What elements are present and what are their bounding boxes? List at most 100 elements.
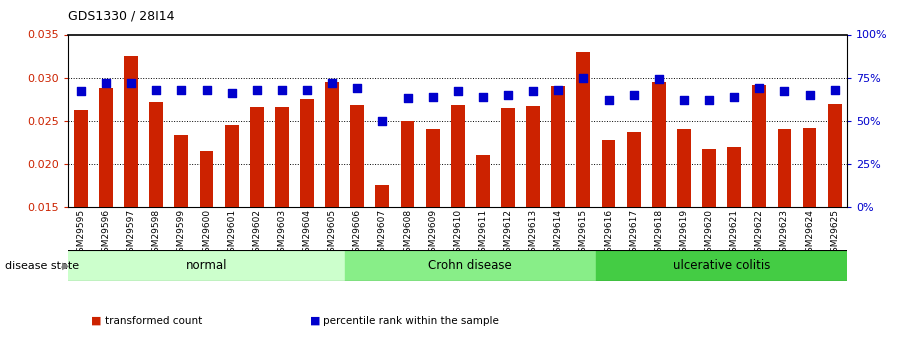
Text: GSM29612: GSM29612 <box>504 209 513 258</box>
Point <box>501 92 516 98</box>
Point <box>651 77 666 82</box>
Bar <box>275 107 289 207</box>
Bar <box>375 186 389 207</box>
Bar <box>425 129 440 207</box>
Text: GSM29617: GSM29617 <box>630 209 639 258</box>
Point <box>274 87 289 92</box>
Bar <box>652 82 666 207</box>
Point <box>777 89 792 94</box>
Point <box>601 97 616 103</box>
Text: GSM29619: GSM29619 <box>680 209 689 258</box>
Bar <box>250 107 263 207</box>
Point <box>576 75 590 80</box>
Text: GSM29595: GSM29595 <box>77 209 86 258</box>
Bar <box>99 88 113 207</box>
Text: GSM29607: GSM29607 <box>378 209 387 258</box>
Text: GSM29603: GSM29603 <box>277 209 286 258</box>
Bar <box>596 250 847 281</box>
Text: GSM29623: GSM29623 <box>780 209 789 258</box>
Bar <box>777 129 792 207</box>
Point <box>701 97 716 103</box>
Text: GSM29597: GSM29597 <box>127 209 136 258</box>
Text: transformed count: transformed count <box>105 316 202 326</box>
Bar <box>476 155 490 207</box>
Text: ▶: ▶ <box>62 261 69 270</box>
Bar <box>451 105 465 207</box>
Point <box>752 85 766 91</box>
Text: GSM29605: GSM29605 <box>328 209 337 258</box>
Text: ■: ■ <box>91 316 102 326</box>
Point <box>375 118 390 124</box>
Bar <box>200 151 213 207</box>
Bar <box>752 85 766 207</box>
Text: GSM29598: GSM29598 <box>152 209 160 258</box>
Point <box>551 87 566 92</box>
Bar <box>175 135 189 207</box>
Text: GSM29606: GSM29606 <box>353 209 362 258</box>
Text: GSM29604: GSM29604 <box>302 209 312 258</box>
Bar <box>677 129 691 207</box>
Text: GSM29613: GSM29613 <box>528 209 537 258</box>
Text: GDS1330 / 28I14: GDS1330 / 28I14 <box>68 9 175 22</box>
Text: GSM29622: GSM29622 <box>755 209 763 258</box>
Text: normal: normal <box>186 259 227 272</box>
Point <box>803 92 817 98</box>
Point <box>224 90 239 96</box>
Bar <box>401 121 415 207</box>
Text: GSM29611: GSM29611 <box>478 209 487 258</box>
Text: GSM29616: GSM29616 <box>604 209 613 258</box>
Point <box>526 89 540 94</box>
Point <box>476 94 490 99</box>
Point <box>677 97 691 103</box>
Point <box>450 89 465 94</box>
Point <box>200 87 214 92</box>
Point <box>350 85 364 91</box>
Text: GSM29621: GSM29621 <box>730 209 739 258</box>
Point <box>149 87 164 92</box>
Text: disease state: disease state <box>5 261 78 270</box>
Bar <box>627 132 640 207</box>
Bar <box>325 82 339 207</box>
Bar <box>351 105 364 207</box>
Text: GSM29600: GSM29600 <box>202 209 211 258</box>
Text: GSM29618: GSM29618 <box>654 209 663 258</box>
Bar <box>803 128 816 207</box>
Bar <box>149 102 163 207</box>
Text: Crohn disease: Crohn disease <box>428 259 512 272</box>
Text: GSM29615: GSM29615 <box>578 209 588 258</box>
Bar <box>74 110 87 207</box>
Point <box>250 87 264 92</box>
Bar <box>577 52 590 207</box>
Text: ■: ■ <box>310 316 321 326</box>
Bar <box>601 140 616 207</box>
Bar <box>551 86 565 207</box>
Text: percentile rank within the sample: percentile rank within the sample <box>323 316 499 326</box>
Text: ulcerative colitis: ulcerative colitis <box>673 259 771 272</box>
Bar <box>501 108 515 207</box>
Text: GSM29601: GSM29601 <box>227 209 236 258</box>
Text: GSM29625: GSM29625 <box>830 209 839 258</box>
Bar <box>727 147 741 207</box>
Point <box>174 87 189 92</box>
Point <box>98 80 113 86</box>
Point <box>74 89 88 94</box>
Bar <box>702 149 716 207</box>
Text: GSM29620: GSM29620 <box>704 209 713 258</box>
Bar <box>828 104 842 207</box>
Point <box>400 96 415 101</box>
Point <box>827 87 842 92</box>
Bar <box>68 250 344 281</box>
Bar <box>527 106 540 207</box>
Point <box>627 92 641 98</box>
Text: GSM29608: GSM29608 <box>403 209 412 258</box>
Point <box>325 80 340 86</box>
Bar <box>225 125 239 207</box>
Bar <box>300 99 314 207</box>
Point <box>727 94 742 99</box>
Text: GSM29599: GSM29599 <box>177 209 186 258</box>
Point <box>425 94 440 99</box>
Text: GSM29609: GSM29609 <box>428 209 437 258</box>
Point <box>300 87 314 92</box>
Text: GSM29596: GSM29596 <box>101 209 110 258</box>
Text: GSM29624: GSM29624 <box>805 209 814 258</box>
